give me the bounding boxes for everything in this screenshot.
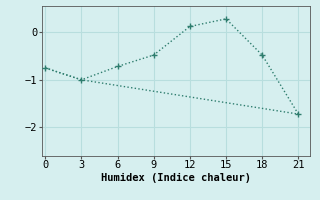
X-axis label: Humidex (Indice chaleur): Humidex (Indice chaleur)	[101, 173, 251, 183]
